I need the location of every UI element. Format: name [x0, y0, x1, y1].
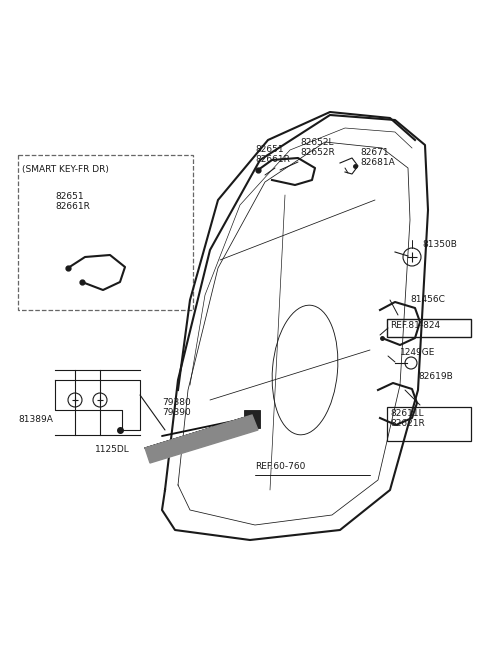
Text: 82652L
82652R: 82652L 82652R	[300, 138, 335, 157]
Text: 1125DL: 1125DL	[95, 445, 130, 454]
Text: 82611L
82621R: 82611L 82621R	[390, 409, 425, 428]
Text: 81456C: 81456C	[410, 295, 445, 304]
Text: 81350B: 81350B	[422, 240, 457, 249]
Circle shape	[93, 393, 107, 407]
Bar	[18, 155, 193, 310]
Text: 82619B: 82619B	[418, 372, 453, 381]
FancyBboxPatch shape	[387, 407, 471, 441]
FancyBboxPatch shape	[387, 319, 471, 337]
Text: (SMART KEY-FR DR): (SMART KEY-FR DR)	[22, 165, 109, 174]
Circle shape	[68, 393, 82, 407]
Text: 81389A: 81389A	[18, 415, 53, 424]
Text: REF.81-824: REF.81-824	[390, 321, 440, 330]
Text: REF.60-760: REF.60-760	[255, 462, 305, 471]
Text: 82651
82661R: 82651 82661R	[55, 192, 90, 212]
Bar	[244, 410, 260, 428]
Polygon shape	[145, 415, 258, 463]
Text: 82651
82661R: 82651 82661R	[255, 145, 290, 164]
Text: 1249GE: 1249GE	[400, 348, 435, 357]
Text: 82671
82681A: 82671 82681A	[360, 148, 395, 168]
Text: 79380
79390: 79380 79390	[162, 398, 191, 417]
